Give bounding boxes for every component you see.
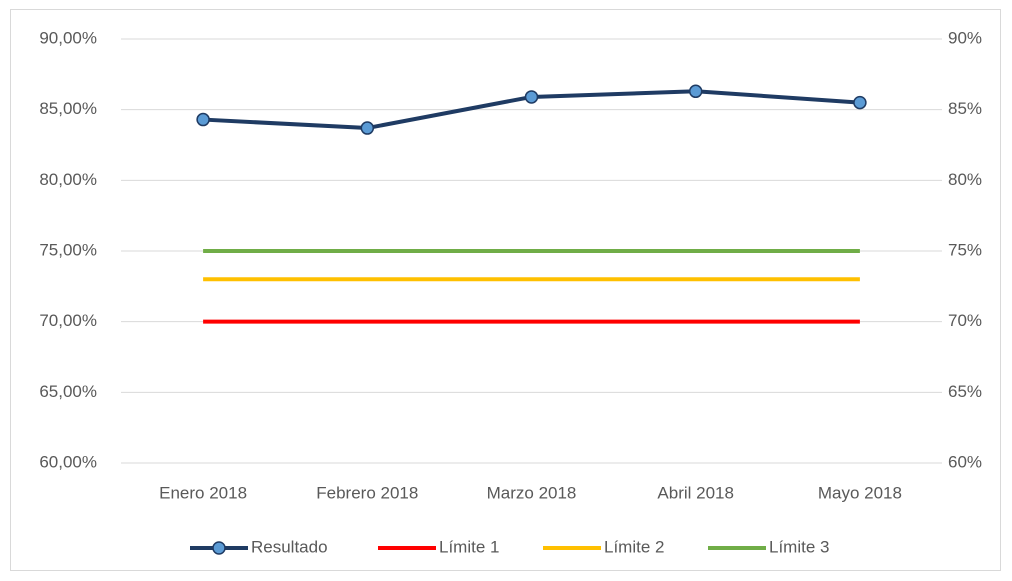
legend-label: Límite 1 bbox=[439, 537, 499, 556]
marker bbox=[524, 90, 539, 104]
x-tick-label: Febrero 2018 bbox=[316, 483, 418, 502]
y-tick-label: 60,00% bbox=[39, 452, 97, 471]
x-tick-label: Mayo 2018 bbox=[818, 483, 902, 502]
legend-label: Límite 3 bbox=[769, 537, 829, 556]
marker bbox=[360, 121, 375, 135]
y2-tick-label: 75% bbox=[948, 240, 982, 259]
marker bbox=[196, 112, 210, 127]
y2-tick-label: 60% bbox=[948, 452, 982, 471]
legend-label: Límite 2 bbox=[604, 537, 664, 556]
y-tick-label: 75,00% bbox=[39, 240, 97, 259]
y-tick-label: 70,00% bbox=[39, 311, 97, 330]
y-tick-label: 90,00% bbox=[39, 28, 97, 47]
marker bbox=[688, 84, 703, 99]
x-tick-label: Abril 2018 bbox=[657, 483, 734, 502]
y2-tick-label: 85% bbox=[948, 99, 982, 118]
y2-tick-label: 90% bbox=[948, 28, 982, 47]
legend-label: Resultado bbox=[251, 537, 328, 556]
y-tick-label: 85,00% bbox=[39, 99, 97, 118]
x-tick-label: Enero 2018 bbox=[159, 483, 247, 502]
y2-tick-label: 80% bbox=[948, 170, 982, 189]
y-tick-label: 65,00% bbox=[39, 382, 97, 401]
legend-marker bbox=[212, 541, 226, 555]
y2-tick-label: 65% bbox=[948, 382, 982, 401]
y-tick-label: 80,00% bbox=[39, 170, 97, 189]
y2-tick-label: 70% bbox=[948, 311, 982, 330]
marker bbox=[853, 95, 867, 110]
x-tick-label: Marzo 2018 bbox=[487, 483, 577, 502]
